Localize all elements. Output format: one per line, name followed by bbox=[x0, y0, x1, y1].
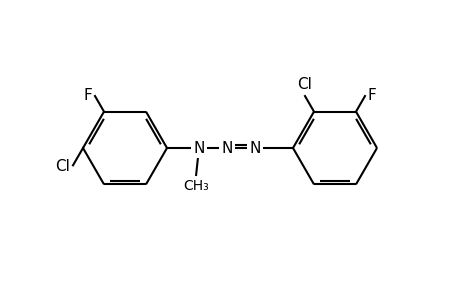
Text: N: N bbox=[249, 140, 260, 155]
Text: F: F bbox=[83, 88, 92, 103]
Text: F: F bbox=[367, 88, 376, 103]
Text: N: N bbox=[221, 140, 232, 155]
Text: CH₃: CH₃ bbox=[183, 179, 208, 193]
Text: Cl: Cl bbox=[297, 77, 312, 92]
Text: Cl: Cl bbox=[55, 159, 70, 174]
Text: N: N bbox=[193, 140, 204, 155]
